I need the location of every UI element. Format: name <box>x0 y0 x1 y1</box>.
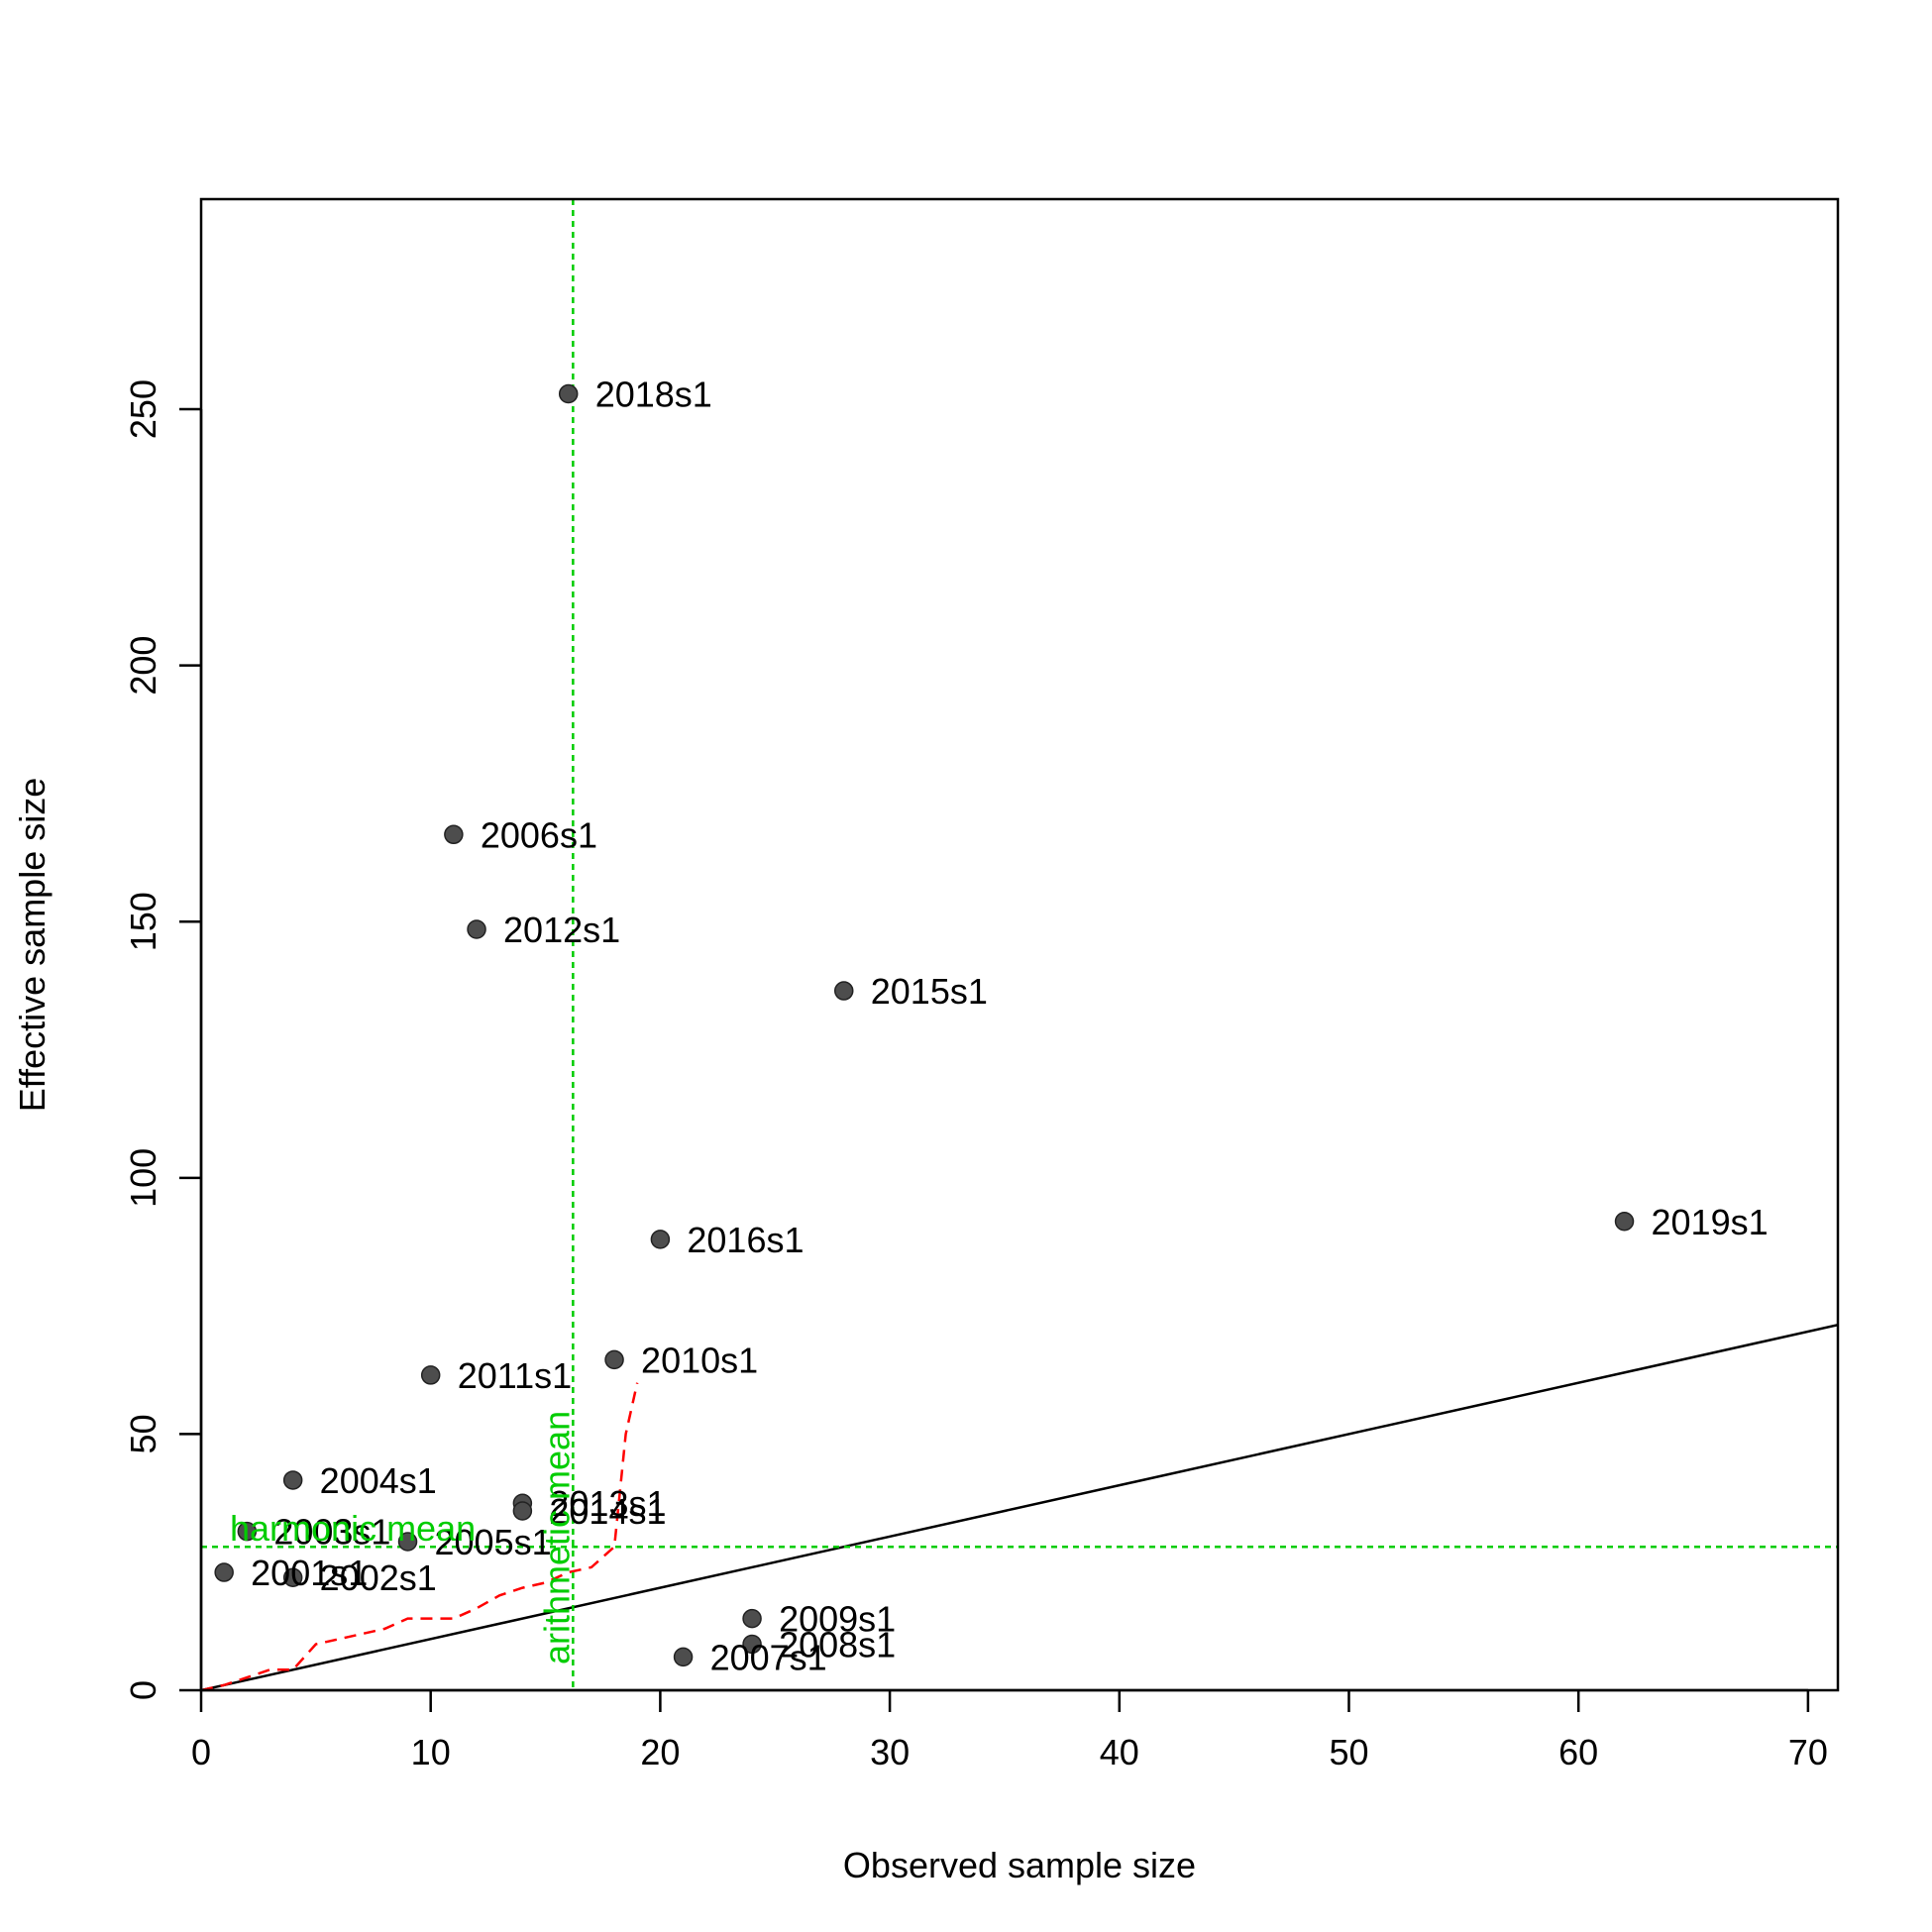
data-point-label: 2010s1 <box>641 1340 758 1380</box>
data-point <box>282 1470 303 1490</box>
y-tick-label: 50 <box>123 1414 163 1453</box>
data-point-label: 2012s1 <box>503 910 620 950</box>
x-tick-label: 0 <box>191 1732 211 1772</box>
x-tick-label: 30 <box>870 1732 910 1772</box>
x-axis-title: Observed sample size <box>843 1845 1196 1885</box>
x-tick-label: 40 <box>1100 1732 1139 1772</box>
data-point <box>673 1647 694 1667</box>
data-point <box>214 1562 234 1582</box>
data-point <box>420 1365 441 1385</box>
data-point <box>604 1349 624 1370</box>
y-tick-label: 250 <box>123 379 163 439</box>
x-tick-label: 60 <box>1558 1732 1598 1772</box>
data-point <box>742 1634 762 1655</box>
data-point-label: 2005s1 <box>435 1522 552 1562</box>
data-point <box>1614 1212 1635 1232</box>
harmonic-mean-label: harmonic mean <box>230 1508 476 1549</box>
data-point-label: 2018s1 <box>595 375 712 415</box>
y-tick-label: 200 <box>123 636 163 696</box>
data-point-label: 2011s1 <box>458 1355 572 1396</box>
x-tick-label: 50 <box>1329 1732 1368 1772</box>
reference-line <box>201 1324 1838 1690</box>
data-point-label: 2015s1 <box>871 971 988 1012</box>
data-point-label: 2014s1 <box>549 1491 666 1532</box>
data-point-label: 2016s1 <box>687 1220 804 1260</box>
data-point <box>650 1230 671 1249</box>
x-tick-label: 10 <box>411 1732 451 1772</box>
data-point <box>397 1532 418 1552</box>
data-point-label: 2002s1 <box>320 1557 437 1598</box>
y-axis-title: Effective sample size <box>12 778 53 1112</box>
x-tick-label: 20 <box>640 1732 680 1772</box>
y-tick-label: 150 <box>123 892 163 951</box>
data-point-label: 2003s1 <box>273 1512 390 1553</box>
data-point-label: 2019s1 <box>1652 1202 1769 1242</box>
data-point <box>512 1501 533 1521</box>
data-point-label: 2006s1 <box>481 814 597 855</box>
plot-frame <box>199 197 1840 1692</box>
plot-clipped <box>201 199 1838 1690</box>
data-point <box>444 824 464 845</box>
data-point <box>282 1567 303 1587</box>
data-point <box>742 1608 762 1629</box>
axes: 0 10 20 30 40 50 60 70 0 50 100 150 200 250 Observed s… <box>12 197 1840 1885</box>
arithmetic-mean-label: arithmetic mean <box>536 1411 577 1664</box>
running-mean-line <box>201 1382 639 1690</box>
data-point-label: 2008s1 <box>779 1624 896 1664</box>
data-point-label: 2004s1 <box>320 1460 437 1501</box>
data-point-label: 2013s1 <box>549 1483 666 1524</box>
data-point <box>237 1521 258 1542</box>
y-tick-label: 0 <box>123 1680 163 1700</box>
data-point-label: 2001s1 <box>251 1553 368 1593</box>
y-tick-label: 100 <box>123 1148 163 1208</box>
data-point <box>558 383 579 404</box>
x-tick-label: 70 <box>1788 1732 1828 1772</box>
data-point-label: 2009s1 <box>779 1599 896 1640</box>
data-point-label: 2007s1 <box>710 1637 827 1677</box>
data-point <box>467 919 486 939</box>
data-point <box>834 981 854 1001</box>
